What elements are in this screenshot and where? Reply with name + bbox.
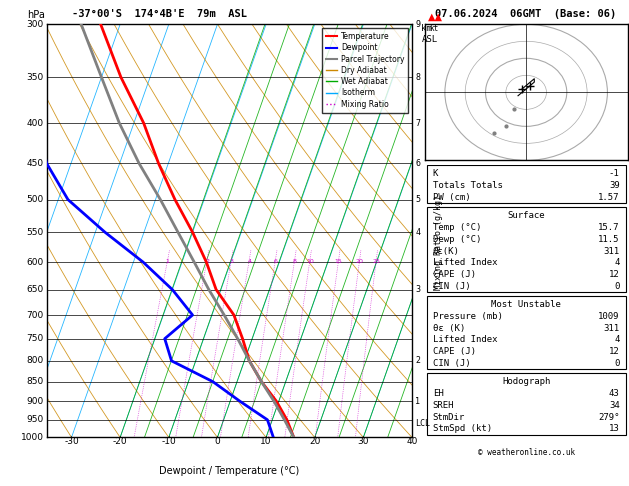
Text: 20: 20 <box>309 437 320 447</box>
Text: -20: -20 <box>113 437 128 447</box>
Text: -30: -30 <box>64 437 79 447</box>
Text: 850: 850 <box>26 377 43 386</box>
Text: 8: 8 <box>293 259 297 264</box>
Text: 10: 10 <box>260 437 272 447</box>
Text: Surface: Surface <box>508 211 545 220</box>
Text: Temp (°C): Temp (°C) <box>433 223 481 232</box>
Text: 750: 750 <box>26 334 43 343</box>
Text: Hodograph: Hodograph <box>502 378 550 386</box>
Text: 311: 311 <box>603 246 620 256</box>
Text: -1: -1 <box>609 169 620 178</box>
Text: Lifted Index: Lifted Index <box>433 335 497 345</box>
Text: © weatheronline.co.uk: © weatheronline.co.uk <box>477 448 575 457</box>
Text: 30: 30 <box>358 437 369 447</box>
Bar <box>426 373 626 434</box>
Text: 3: 3 <box>230 259 233 264</box>
Text: StmDir: StmDir <box>433 413 465 422</box>
Text: Totals Totals: Totals Totals <box>433 181 503 190</box>
Text: 279°: 279° <box>598 413 620 422</box>
Text: 0: 0 <box>615 359 620 368</box>
Legend: Temperature, Dewpoint, Parcel Trajectory, Dry Adiabat, Wet Adiabat, Isotherm, Mi: Temperature, Dewpoint, Parcel Trajectory… <box>322 28 408 112</box>
Text: 40: 40 <box>406 437 418 447</box>
Text: -37°00'S  174°4B'E  79m  ASL: -37°00'S 174°4B'E 79m ASL <box>72 9 247 19</box>
Bar <box>426 165 626 203</box>
Text: SREH: SREH <box>433 401 454 410</box>
Text: 1009: 1009 <box>598 312 620 321</box>
Text: 400: 400 <box>26 119 43 127</box>
Text: 300: 300 <box>26 20 43 29</box>
Text: 0: 0 <box>214 437 220 447</box>
Text: 5: 5 <box>415 195 420 204</box>
Text: 9: 9 <box>415 20 420 29</box>
Text: 20: 20 <box>356 259 364 264</box>
Text: 1: 1 <box>166 259 170 264</box>
Text: 350: 350 <box>26 73 43 82</box>
Text: 12: 12 <box>609 270 620 279</box>
Text: K: K <box>433 169 438 178</box>
Text: 2: 2 <box>415 356 420 365</box>
Text: CIN (J): CIN (J) <box>433 282 470 291</box>
Text: 1.57: 1.57 <box>598 193 620 202</box>
Text: 7: 7 <box>415 119 420 127</box>
Text: 07.06.2024  06GMT  (Base: 06): 07.06.2024 06GMT (Base: 06) <box>435 9 616 19</box>
Text: Pressure (mb): Pressure (mb) <box>433 312 503 321</box>
Text: Mixing Ratio (g/kg): Mixing Ratio (g/kg) <box>434 195 443 291</box>
Text: EH: EH <box>433 389 443 398</box>
Text: Most Unstable: Most Unstable <box>491 300 561 309</box>
Text: 311: 311 <box>603 324 620 333</box>
Text: 450: 450 <box>26 159 43 168</box>
Text: CAPE (J): CAPE (J) <box>433 270 476 279</box>
Bar <box>426 207 626 292</box>
Text: 4: 4 <box>615 258 620 267</box>
Text: 4: 4 <box>415 228 420 237</box>
Text: 4: 4 <box>615 335 620 345</box>
Text: 600: 600 <box>26 258 43 267</box>
Text: LCL: LCL <box>415 419 430 428</box>
Text: 650: 650 <box>26 285 43 294</box>
Text: 8: 8 <box>415 73 420 82</box>
Text: 550: 550 <box>26 228 43 237</box>
Text: CAPE (J): CAPE (J) <box>433 347 476 356</box>
Text: 4: 4 <box>247 259 252 264</box>
Text: CIN (J): CIN (J) <box>433 359 470 368</box>
Text: StmSpd (kt): StmSpd (kt) <box>433 424 492 434</box>
Text: 1: 1 <box>415 397 420 406</box>
Text: Dewpoint / Temperature (°C): Dewpoint / Temperature (°C) <box>160 467 299 476</box>
Text: hPa: hPa <box>27 10 45 20</box>
Text: kt: kt <box>428 24 438 33</box>
Text: 12: 12 <box>609 347 620 356</box>
Text: θε (K): θε (K) <box>433 324 465 333</box>
Text: 34: 34 <box>609 401 620 410</box>
Text: 0: 0 <box>615 282 620 291</box>
Text: 15.7: 15.7 <box>598 223 620 232</box>
Text: 25: 25 <box>372 259 381 264</box>
Text: 43: 43 <box>609 389 620 398</box>
Text: Dewp (°C): Dewp (°C) <box>433 235 481 244</box>
Text: 700: 700 <box>26 311 43 319</box>
Text: 3: 3 <box>415 285 420 294</box>
Text: PW (cm): PW (cm) <box>433 193 470 202</box>
Bar <box>426 296 626 369</box>
Text: 11.5: 11.5 <box>598 235 620 244</box>
Text: -10: -10 <box>162 437 176 447</box>
Text: 15: 15 <box>335 259 343 264</box>
Text: 500: 500 <box>26 195 43 204</box>
Text: θε(K): θε(K) <box>433 246 460 256</box>
Text: 1000: 1000 <box>21 433 43 442</box>
Text: 6: 6 <box>415 159 420 168</box>
Text: ▲▲: ▲▲ <box>428 12 443 22</box>
Text: 800: 800 <box>26 356 43 365</box>
Text: 39: 39 <box>609 181 620 190</box>
Text: 10: 10 <box>306 259 314 264</box>
Text: 950: 950 <box>26 416 43 424</box>
Text: Lifted Index: Lifted Index <box>433 258 497 267</box>
Text: km
ASL: km ASL <box>421 24 438 44</box>
Text: 6: 6 <box>274 259 277 264</box>
Text: 900: 900 <box>26 397 43 406</box>
Text: 13: 13 <box>609 424 620 434</box>
Text: 2: 2 <box>205 259 209 264</box>
